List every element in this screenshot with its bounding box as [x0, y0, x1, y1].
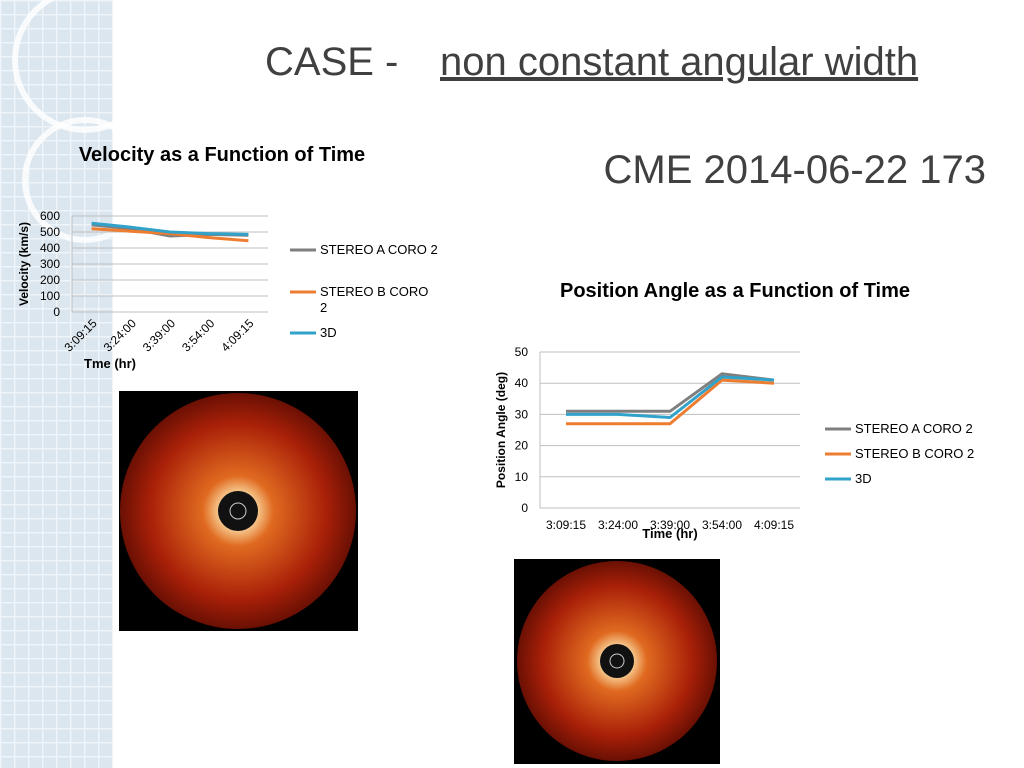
subtitle: CME 2014-06-22 173 [603, 148, 986, 192]
chart-title: Velocity as a Function of Time [78, 144, 366, 166]
x-axis-title: Tme (hr) [84, 356, 136, 371]
y-axis-title: Position Angle (deg) [494, 372, 508, 488]
x-axis-title: Time (hr) [642, 526, 697, 541]
y-tick-label: 300 [40, 257, 60, 271]
x-tick-label: 4:09:15 [218, 316, 256, 354]
y-tick-label: 500 [40, 225, 60, 239]
y-tick-label: 200 [40, 273, 60, 287]
decor-circle [12, 0, 158, 133]
legend-label: STEREO A CORO 2 [320, 242, 438, 257]
legend-label: STEREO B CORO 2 [855, 446, 975, 461]
chart-title: Position Angle as a Function of Time [559, 280, 911, 302]
y-tick-label: 40 [515, 376, 529, 390]
legend-label: 3D [855, 471, 872, 486]
x-tick-label: 4:09:15 [754, 518, 794, 532]
x-tick-label: 3:39:00 [140, 316, 178, 354]
series-line [566, 372, 775, 413]
x-tick-label: 3:54:00 [702, 518, 742, 532]
y-tick-label: 50 [515, 345, 529, 359]
legend-label: STEREO A CORO 2 [855, 421, 973, 436]
x-tick-label: 3:54:00 [179, 316, 217, 354]
coronagraph-image [514, 559, 720, 764]
x-tick-label: 3:24:00 [598, 518, 638, 532]
legend-label: 3D [320, 325, 337, 340]
coronagraph-image [119, 391, 358, 631]
side-strip [0, 0, 113, 768]
y-tick-label: 0 [521, 501, 528, 515]
series-line [566, 378, 775, 426]
y-tick-label: 20 [515, 439, 529, 453]
x-tick-label: 3:39:00 [650, 518, 690, 532]
y-tick-label: 30 [515, 407, 529, 421]
series-line [91, 221, 249, 236]
y-tick-label: 100 [40, 289, 60, 303]
y-tick-label: 400 [40, 241, 60, 255]
title-underlined: non constant angular width [440, 40, 919, 84]
series-line [91, 227, 249, 243]
y-tick-label: 600 [40, 209, 60, 223]
y-tick-label: 0 [53, 305, 60, 319]
legend-label: STEREO B CORO 2 [320, 284, 429, 315]
y-tick-label: 10 [515, 470, 529, 484]
title-prefix: CASE - [265, 40, 399, 84]
decor-circle [22, 117, 148, 243]
series-line [566, 375, 775, 420]
x-tick-label: 3:09:15 [546, 518, 586, 532]
y-axis-title: Velocity (km/s) [17, 222, 31, 306]
